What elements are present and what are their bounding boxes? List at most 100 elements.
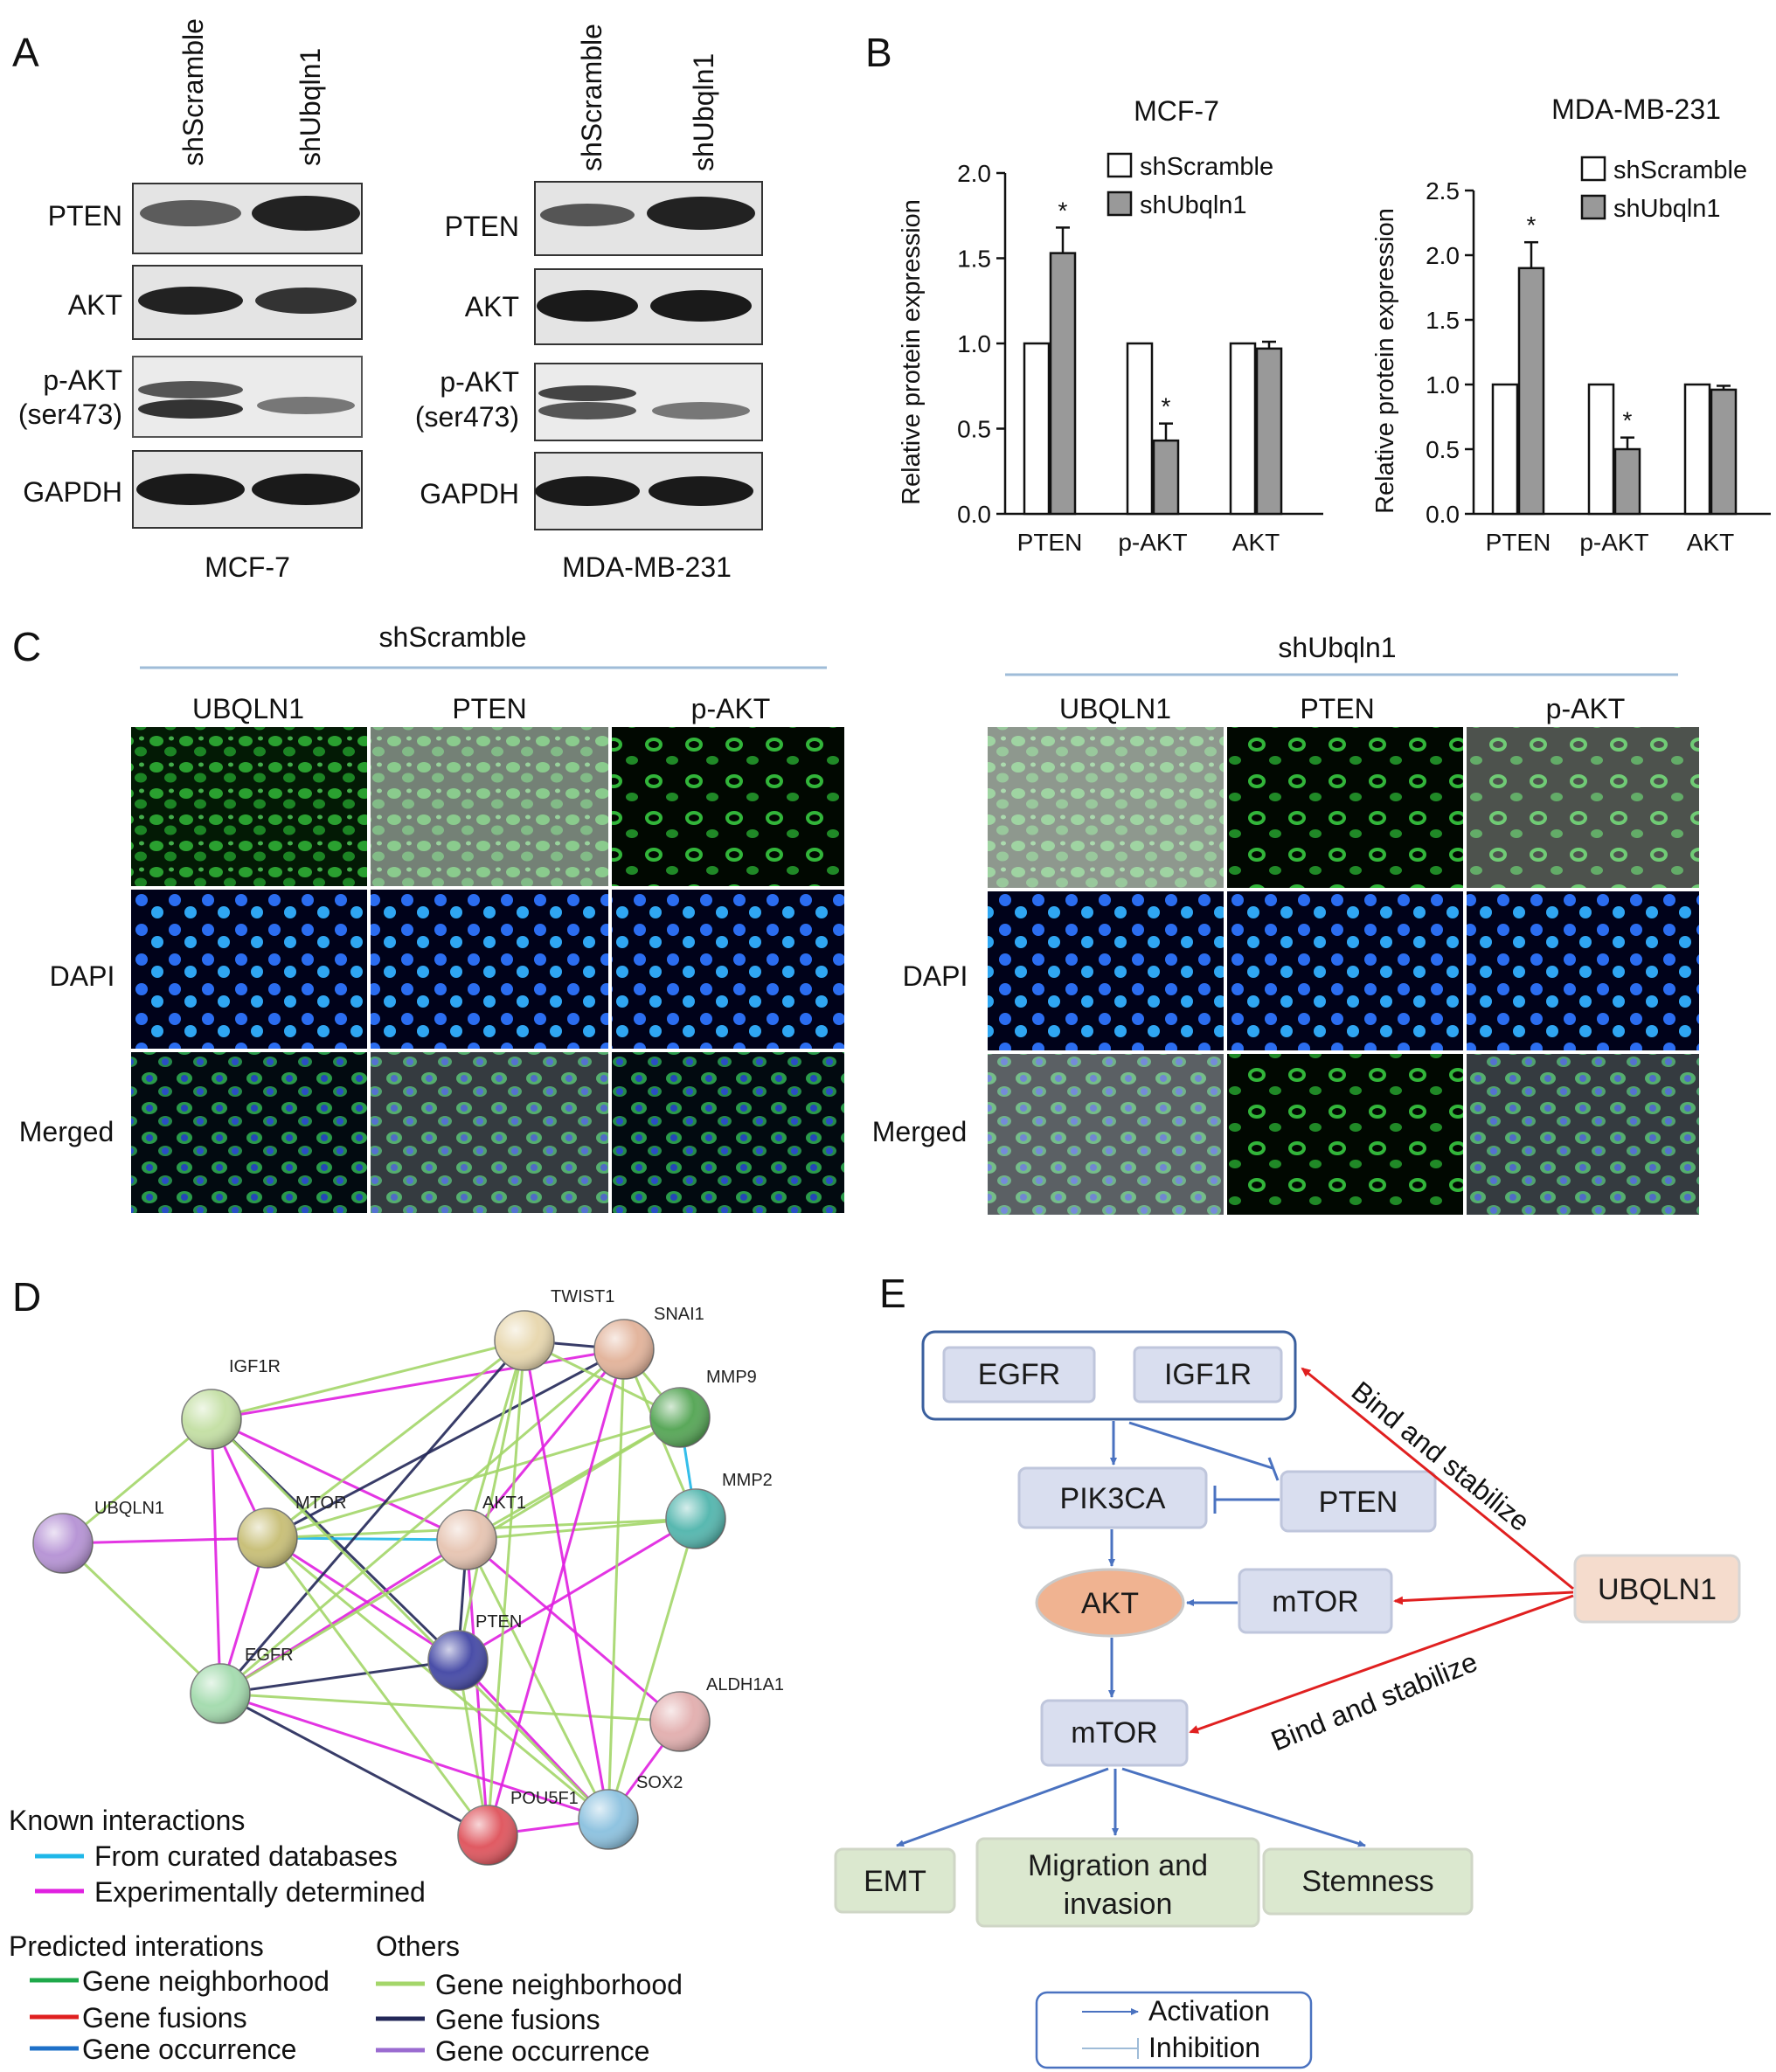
edge-PTEN-EGFR [219, 1659, 459, 1695]
if-col-ubqln1-right: UBQLN1 [1059, 693, 1171, 724]
node-label-MMP9: MMP9 [706, 1368, 757, 1387]
cell-line-mdamb231: MDA-MB-231 [562, 551, 732, 583]
protein-label-ser473-right: (ser473) [415, 401, 519, 433]
bar-shScramble-p-AKT [1587, 383, 1615, 516]
node-label-IGF1R: IGF1R [229, 1357, 281, 1376]
panel-a: A shScramble shUbqln1 PTEN AKT p-AKT (se… [12, 18, 763, 583]
band [538, 385, 636, 401]
if-image-dapi-4 [988, 891, 1224, 1050]
edge-AKT1-SNAI1 [465, 1348, 626, 1541]
band [138, 399, 243, 419]
node-label-ALDH1A1: ALDH1A1 [706, 1675, 784, 1694]
panel-letter-d: D [12, 1274, 41, 1320]
box-igf1r [1133, 1346, 1283, 1403]
panel-d: D TWIST1 SNAI1 MMP9 IGF1R MMP2 UBQLN1 MTOR AKT1… [9, 1274, 784, 2067]
if-group-shubqln1: shUbqln1 [1278, 632, 1396, 663]
legend-entry: shScramble [1140, 153, 1273, 181]
legend-other-occurrence: Gene occurrence [435, 2035, 649, 2067]
network-edges [61, 1339, 697, 1837]
if-image-merged-4 [988, 1054, 1224, 1215]
protein-label-pakt-left: p-AKT [43, 364, 122, 396]
edge-UBQLN1-EGFR [61, 1542, 222, 1695]
lane-label-shscramble-right: shScramble [576, 24, 607, 171]
if-image-merged-1 [131, 1052, 367, 1213]
legend-entry: shScramble [1613, 156, 1747, 184]
protein-label-pten-right: PTEN [445, 211, 519, 242]
edge-EGFR-POU5F1 [219, 1692, 489, 1837]
edge-MTOR-PTEN [267, 1536, 459, 1662]
bar-shUbqln1-AKT [1255, 347, 1283, 516]
edge-AKT1-TWIST1 [465, 1340, 526, 1541]
arrow-ubqln1-mtor-lower [1189, 1594, 1574, 1734]
box-ubqln1 [1573, 1554, 1741, 1624]
edge-UBQLN1-IGF1R [62, 1417, 212, 1545]
protein-label-gapdh-right: GAPDH [420, 478, 519, 509]
edge-UBQLN1-MTOR [62, 1536, 268, 1545]
y-tick-label: 1.5 [1426, 307, 1460, 334]
panel-letter-c: C [12, 624, 41, 669]
if-image-merged-2 [371, 1052, 608, 1213]
legend-entry: shUbqln1 [1140, 191, 1247, 219]
network-nodes: TWIST1 SNAI1 MMP9 IGF1R MMP2 UBQLN1 MTOR AKT1 PT… [32, 1287, 784, 1866]
legend-other-neighborhood: Gene neighborhood [435, 1969, 683, 2000]
if-image-ubqln1-scramble [131, 727, 367, 886]
blot-left: shScramble shUbqln1 PTEN AKT p-AKT (ser4… [18, 18, 363, 583]
y-tick-label: 1.0 [957, 330, 991, 357]
network-legend: Known interactions From curated database… [9, 1805, 683, 2067]
y-tick-label: 1.5 [957, 246, 991, 273]
bar-shScramble-PTEN [1491, 383, 1519, 516]
if-image-dapi-1 [131, 890, 367, 1049]
protein-label-akt-right: AKT [465, 291, 519, 322]
box-akt [1035, 1568, 1185, 1638]
node-shade-SOX2 [579, 1790, 638, 1849]
if-row-dapi-right: DAPI [903, 960, 968, 992]
legend-swatch [1107, 191, 1133, 217]
bar-shUbqln1-p-AKT [1613, 447, 1641, 516]
node-shade-PTEN [428, 1631, 488, 1690]
blot-pakt-right [534, 363, 763, 441]
if-image-pakt-knockdown [1467, 727, 1699, 888]
box-migration [975, 1837, 1260, 1928]
panel-b: B MCF-7 0.0 0.5 1.0 1.5 2.0 Relative protein e… [865, 30, 1771, 556]
chart-title: MCF-7 [1134, 95, 1219, 127]
panel-c: C shScramble shUbqln1 UBQLN1 PTEN p-AKT … [12, 621, 1699, 1215]
chart-title: MDA-MB-231 [1551, 94, 1721, 125]
band [649, 476, 753, 506]
band [535, 476, 640, 506]
bar-shUbqln1-PTEN [1517, 267, 1545, 516]
if-row-merged-left: Merged [19, 1116, 114, 1147]
legend-swatch [1580, 194, 1606, 220]
node-shade-POU5F1 [458, 1805, 517, 1865]
bar-shScramble-AKT [1683, 383, 1711, 516]
y-tick-label: 0.5 [1426, 436, 1460, 463]
y-tick-label: 0.0 [957, 501, 991, 528]
panel-letter-a: A [12, 30, 39, 75]
edge-TWIST1-SOX2 [523, 1340, 610, 1820]
if-image-merged-5 [1227, 1054, 1463, 1215]
edge-IGF1R-SOX2 [210, 1417, 610, 1821]
if-col-ubqln1-left: UBQLN1 [192, 693, 304, 724]
bar-shUbqln1-p-AKT [1152, 439, 1180, 516]
band [138, 381, 243, 398]
y-tick-label: 2.0 [1426, 242, 1460, 269]
legend-pred-fusions: Gene fusions [82, 2002, 247, 2034]
bar-shScramble-AKT [1229, 342, 1257, 516]
node-label-UBQLN1: UBQLN1 [94, 1499, 164, 1518]
box-igf1r-label: IGF1R [1164, 1358, 1252, 1391]
node-label-EGFR: EGFR [245, 1646, 294, 1665]
if-image-dapi-3 [612, 890, 844, 1049]
band [652, 402, 750, 419]
arrow-mtor-emt [896, 1767, 1109, 1847]
edge-PTEN-TWIST1 [456, 1340, 526, 1661]
box-stemness [1262, 1847, 1474, 1916]
cell-line-mcf7: MCF-7 [205, 551, 290, 583]
box-mtor-upper [1238, 1568, 1393, 1634]
node-label-PTEN: PTEN [475, 1612, 522, 1632]
edge-MTOR-TWIST1 [267, 1339, 525, 1540]
box-mtor-lower-label: mTOR [1071, 1716, 1157, 1750]
legend-curated: From curated databases [94, 1840, 398, 1872]
node-label-MTOR: MTOR [295, 1493, 347, 1513]
edge-MTOR-SNAI1 [267, 1348, 625, 1540]
if-image-dapi-5 [1227, 891, 1463, 1050]
